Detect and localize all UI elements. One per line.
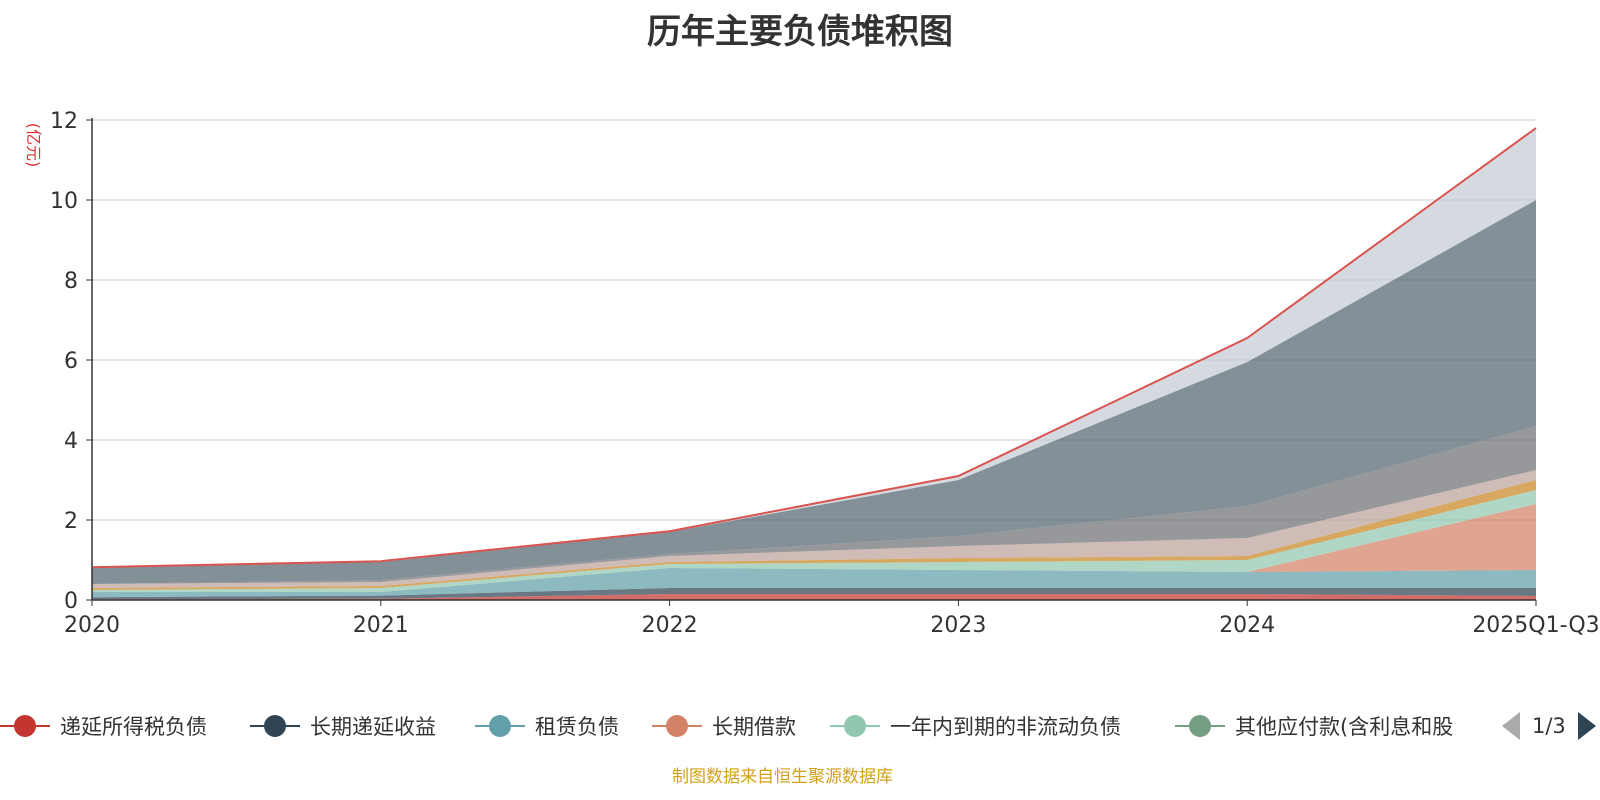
legend-pager: 1/3	[1502, 708, 1596, 744]
total-outline	[91, 127, 1537, 569]
legend-symbol-icon	[830, 708, 880, 744]
y-axis-unit-label: (亿元)	[24, 123, 43, 168]
legend-item[interactable]: 长期递延收益	[250, 708, 436, 744]
legend-dot-icon	[14, 715, 36, 737]
legend-label: 长期递延收益	[310, 715, 436, 739]
x-tick-label: 2022	[642, 613, 698, 638]
legend-label: 租赁负债	[535, 715, 619, 739]
chart-title: 历年主要负债堆积图	[647, 12, 953, 52]
legend-label: 递延所得税负债	[60, 715, 207, 739]
legend-symbol-icon	[652, 708, 702, 744]
area-series-2	[92, 588, 1536, 600]
area-series-3	[92, 568, 1536, 598]
legend-dot-icon	[489, 715, 511, 737]
y-tick-label: 10	[50, 189, 78, 214]
x-tick-label: 2024	[1219, 613, 1275, 638]
legend-label: 一年内到期的非流动负债	[890, 715, 1121, 739]
y-tick-label: 0	[64, 589, 78, 614]
page-indicator: 1/3	[1532, 714, 1566, 738]
legend-label: 长期借款	[712, 715, 796, 739]
x-tick-label: 2023	[930, 613, 986, 638]
legend-item[interactable]: 递延所得税负债	[0, 708, 207, 744]
legend: 递延所得税负债 长期递延收益 租赁负债 长期借款 一年内到期的非流动负债 其他应付款(含利…	[0, 708, 1600, 744]
y-tick-label: 6	[64, 349, 78, 374]
legend-symbol-icon	[1175, 708, 1225, 744]
legend-symbol-icon	[0, 708, 50, 744]
legend-dot-icon	[1189, 715, 1211, 737]
legend-item[interactable]: 租赁负债	[475, 708, 619, 744]
y-tick-label: 2	[64, 509, 78, 534]
legend-symbol-icon	[250, 708, 300, 744]
y-tick-label: 12	[50, 109, 78, 134]
legend-dot-icon	[844, 715, 866, 737]
x-tick-label: 2021	[353, 613, 409, 638]
legend-label: 其他应付款(含利息和股	[1235, 715, 1454, 739]
legend-item[interactable]: 其他应付款(含利息和股	[1175, 708, 1453, 744]
next-page-icon[interactable]	[1577, 712, 1596, 740]
area-series-10	[92, 200, 1536, 584]
legend-item[interactable]: 长期借款	[652, 708, 796, 744]
x-tick-label: 2025Q1-Q3	[1472, 613, 1599, 638]
prev-page-icon[interactable]	[1502, 712, 1520, 740]
legend-dot-icon	[666, 715, 688, 737]
area-series-11	[92, 128, 1536, 568]
y-tick-label: 8	[64, 269, 78, 294]
legend-dot-icon	[264, 715, 286, 737]
legend-item[interactable]: 一年内到期的非流动负债	[830, 708, 1121, 744]
stacked-area-chart: 0 2 4 6 8 10 12 (亿元) 2020 2021 2022 2023 2024 2025Q1-…	[24, 109, 1600, 638]
y-tick-label: 4	[64, 429, 78, 454]
legend-symbol-icon	[475, 708, 525, 744]
area-series-5	[92, 490, 1536, 592]
area-series-1	[92, 594, 1536, 600]
data-source-note: 制图数据来自恒生聚源数据库	[672, 767, 893, 787]
x-tick-label: 2020	[64, 613, 120, 638]
